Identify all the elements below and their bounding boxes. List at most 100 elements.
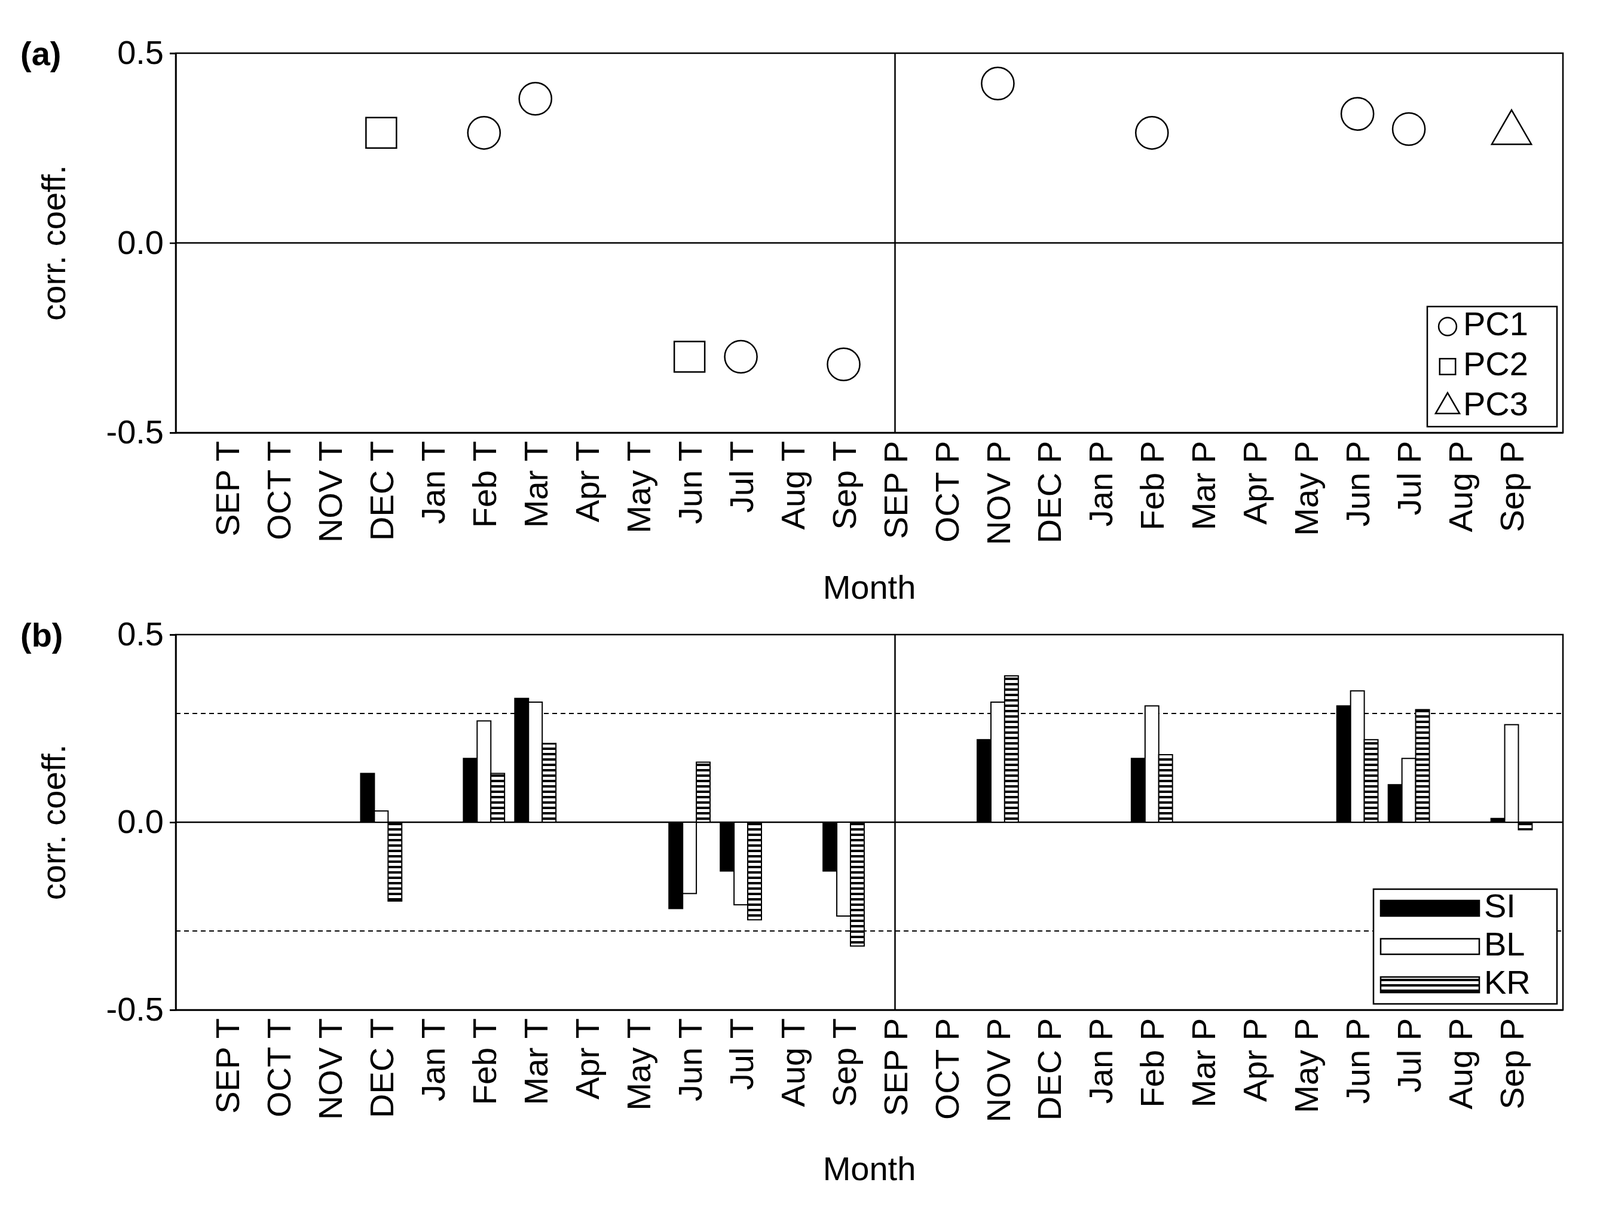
tick: DEC P <box>1030 432 1069 544</box>
tick-label: Mar P <box>1184 441 1223 531</box>
bar <box>836 822 851 917</box>
tick-label: Sep T <box>825 1018 864 1107</box>
tick: Mar P <box>1184 1010 1223 1108</box>
zero-line <box>175 242 1563 244</box>
legend-symbol <box>1435 392 1460 414</box>
tick: -0.5 <box>106 412 177 451</box>
tick: SEP P <box>876 432 915 540</box>
tick-mark <box>169 432 176 434</box>
tick-label: Jun T <box>671 441 709 525</box>
tick: Mar P <box>1184 432 1223 531</box>
y-axis-title: corr. coeff. <box>34 164 73 321</box>
tick-label: Jun P <box>1338 1018 1377 1104</box>
y-axis-title: corr. coeff. <box>34 744 73 901</box>
tick-mark <box>169 1009 176 1012</box>
tick: SEP T <box>208 432 247 537</box>
tick: Aug T <box>774 1010 812 1107</box>
tick-label: OCT P <box>928 441 966 543</box>
bar <box>514 698 529 823</box>
bar <box>720 822 734 872</box>
point <box>1491 109 1532 145</box>
panel: -0.50.00.5SEP TOCT TNOV TDEC TJan TFeb T… <box>20 33 1564 606</box>
legend-symbol <box>1439 358 1456 375</box>
tick-label: May T <box>619 1018 658 1112</box>
tick-label: Jan P <box>1081 441 1120 527</box>
bar <box>747 822 762 920</box>
tick-label: DEC P <box>1030 1018 1069 1121</box>
y-axis: -0.50.00.5 <box>106 33 177 451</box>
tick-label: Mar T <box>516 1018 555 1106</box>
tick-mark <box>169 634 176 636</box>
tick: May P <box>1287 1010 1326 1114</box>
tick: Jul T <box>722 432 761 513</box>
tick-label: -0.5 <box>106 412 165 451</box>
tick-mark <box>169 821 176 824</box>
bar <box>1364 739 1379 823</box>
legend: PC1PC2PC3 <box>1427 304 1557 427</box>
tick-label: Aug P <box>1441 441 1480 533</box>
tick: Aug P <box>1441 432 1480 533</box>
tick: Jun T <box>671 1010 709 1102</box>
tick-label: Aug P <box>1441 1018 1480 1110</box>
legend-label: BL <box>1484 925 1526 963</box>
bar <box>733 822 748 905</box>
bar <box>823 822 837 872</box>
tick-label: Jan T <box>414 441 452 525</box>
tick: NOV T <box>311 432 350 543</box>
tick-label: Sep T <box>825 441 864 530</box>
axis-line <box>169 53 177 434</box>
tick: OCT T <box>259 432 298 541</box>
bar <box>387 822 402 902</box>
tick-label: OCT P <box>928 1018 966 1121</box>
bar <box>1145 705 1159 823</box>
tick-label: Jul T <box>722 1018 761 1091</box>
plot-area <box>175 634 1563 1011</box>
tick-label: OCT T <box>259 1018 298 1118</box>
bar <box>1518 822 1532 831</box>
tick-label: Jun T <box>671 1018 709 1102</box>
bar <box>977 739 991 823</box>
point <box>1341 98 1374 131</box>
tick-label: SEP T <box>208 1018 247 1115</box>
plot-frame <box>175 53 1563 433</box>
tick-label: NOV T <box>311 441 350 543</box>
tick-label: Sep P <box>1493 1018 1531 1110</box>
tick-label: -0.5 <box>106 990 165 1029</box>
tick-label: Apr T <box>568 1018 607 1100</box>
axis-line <box>176 432 1564 434</box>
legend-label: PC2 <box>1463 344 1529 383</box>
tick: Mar T <box>516 432 555 528</box>
divider <box>894 53 896 433</box>
bar <box>850 822 865 947</box>
panel-title: (b) <box>20 616 64 654</box>
panel: -0.50.00.5SEP TOCT TNOV TDEC TJan TFeb T… <box>20 615 1564 1188</box>
point <box>365 117 397 149</box>
legend-label: PC1 <box>1463 304 1529 343</box>
tick-label: NOV P <box>979 441 1018 546</box>
bar <box>476 720 491 823</box>
panel-title: (a) <box>20 34 61 73</box>
tick: Sep P <box>1493 432 1531 533</box>
tick: May T <box>619 1010 658 1112</box>
tick-label: Jan P <box>1081 1018 1120 1104</box>
tick: Apr P <box>1236 432 1274 525</box>
tick: Feb T <box>465 1010 504 1106</box>
tick: NOV T <box>311 1010 350 1121</box>
x-axis: SEP TOCT TNOV TDEC TJan TFeb TMar TApr T… <box>176 1010 1564 1123</box>
bar <box>1504 724 1519 823</box>
tick: Aug P <box>1441 1010 1480 1110</box>
bar <box>668 822 683 909</box>
bar <box>374 811 388 823</box>
bar <box>528 702 543 823</box>
tick: Sep T <box>825 1010 864 1107</box>
bar <box>1158 754 1173 823</box>
plot-frame <box>175 634 1563 1011</box>
tick-label: Feb T <box>465 1018 504 1106</box>
bar <box>490 773 505 823</box>
bar <box>360 773 375 823</box>
legend-label: SI <box>1484 886 1516 925</box>
tick: Feb P <box>1133 1010 1171 1108</box>
tick: Feb P <box>1133 432 1171 531</box>
bar <box>1350 690 1365 823</box>
point <box>827 348 860 381</box>
